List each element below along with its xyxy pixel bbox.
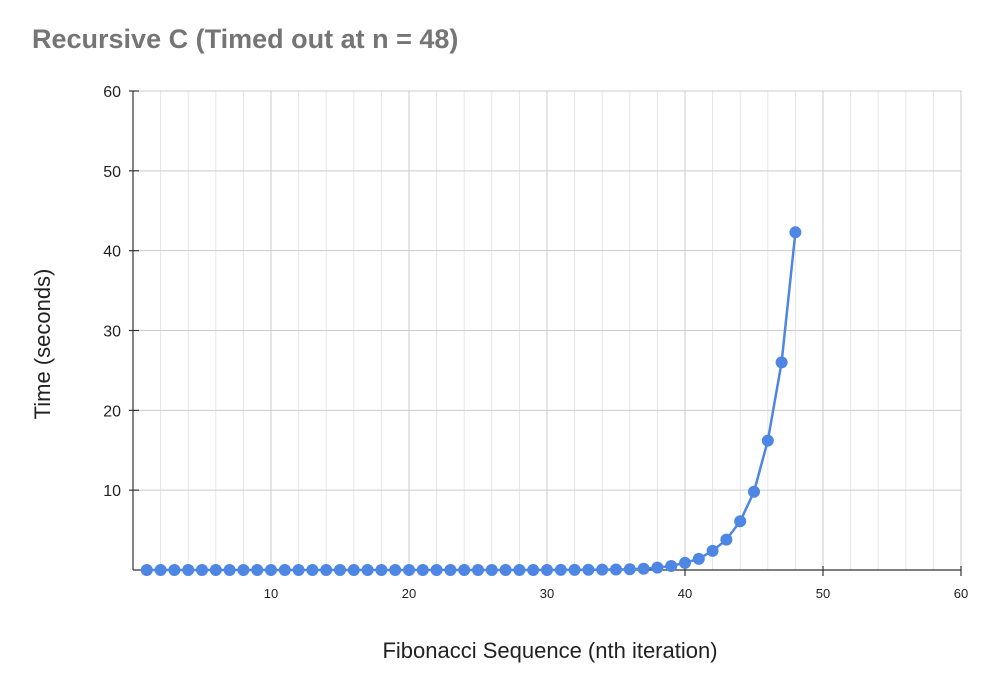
x-axis-title: Fibonacci Sequence (nth iteration) xyxy=(382,638,717,663)
data-point xyxy=(168,564,181,576)
data-point xyxy=(720,533,733,546)
data-point xyxy=(637,562,650,575)
tick-labels: 10 20 30 40 50 60 10 20 30 40 50 60 xyxy=(103,84,968,601)
chart-title: Recursive C (Timed out at n = 48) xyxy=(32,24,459,54)
data-point xyxy=(623,563,636,576)
y-tick-label: 20 xyxy=(103,403,121,420)
axes xyxy=(129,90,962,576)
data-point xyxy=(513,564,526,576)
y-tick-label: 50 xyxy=(103,164,121,181)
x-tick-label: 20 xyxy=(402,586,416,601)
y-tick-label: 30 xyxy=(103,324,121,341)
data-point xyxy=(182,564,195,576)
major-gridlines xyxy=(133,90,962,570)
data-point xyxy=(140,564,153,576)
data-point xyxy=(403,564,415,576)
data-point xyxy=(361,564,374,576)
data-point xyxy=(748,485,760,498)
data-point xyxy=(734,515,747,528)
y-axis-title: Time (seconds) xyxy=(30,269,55,420)
data-point xyxy=(416,564,429,576)
data-point xyxy=(306,564,319,576)
data-point xyxy=(223,564,236,576)
data-point xyxy=(527,564,540,576)
data-point xyxy=(292,564,305,576)
series-layer xyxy=(140,226,802,576)
data-point xyxy=(472,564,484,576)
x-tick-label: 60 xyxy=(954,586,968,601)
data-point xyxy=(692,552,705,565)
data-point xyxy=(789,226,802,239)
data-point xyxy=(761,434,774,447)
data-point xyxy=(430,564,443,576)
x-tick-label: 50 xyxy=(816,586,830,601)
data-point xyxy=(554,563,567,576)
series-line xyxy=(146,232,797,572)
data-point xyxy=(347,564,360,576)
data-point xyxy=(389,564,402,576)
data-point xyxy=(499,564,512,576)
data-point xyxy=(265,564,277,576)
data-point xyxy=(375,564,388,576)
y-tick-label: 10 xyxy=(103,483,121,500)
data-point xyxy=(444,564,457,576)
y-tick-label: 40 xyxy=(103,244,121,261)
data-point xyxy=(596,563,609,576)
data-point xyxy=(320,564,333,576)
data-point xyxy=(665,560,678,573)
data-point xyxy=(610,563,622,576)
data-point xyxy=(651,561,664,574)
data-point xyxy=(582,563,595,576)
data-point xyxy=(541,564,553,576)
data-point xyxy=(278,564,291,576)
y-tick-label: 60 xyxy=(103,84,121,101)
data-point xyxy=(568,563,581,576)
x-tick-label: 10 xyxy=(264,586,278,601)
data-point xyxy=(458,564,471,576)
data-point xyxy=(485,564,498,576)
data-point xyxy=(209,564,222,576)
data-point xyxy=(237,564,250,576)
data-point xyxy=(334,564,346,576)
x-tick-label: 40 xyxy=(678,586,692,601)
x-tick-label: 30 xyxy=(540,586,554,601)
data-point xyxy=(251,564,264,576)
data-point xyxy=(154,564,167,576)
data-point xyxy=(196,564,208,576)
data-point xyxy=(706,544,719,557)
data-point xyxy=(679,556,691,569)
data-point xyxy=(775,356,788,369)
